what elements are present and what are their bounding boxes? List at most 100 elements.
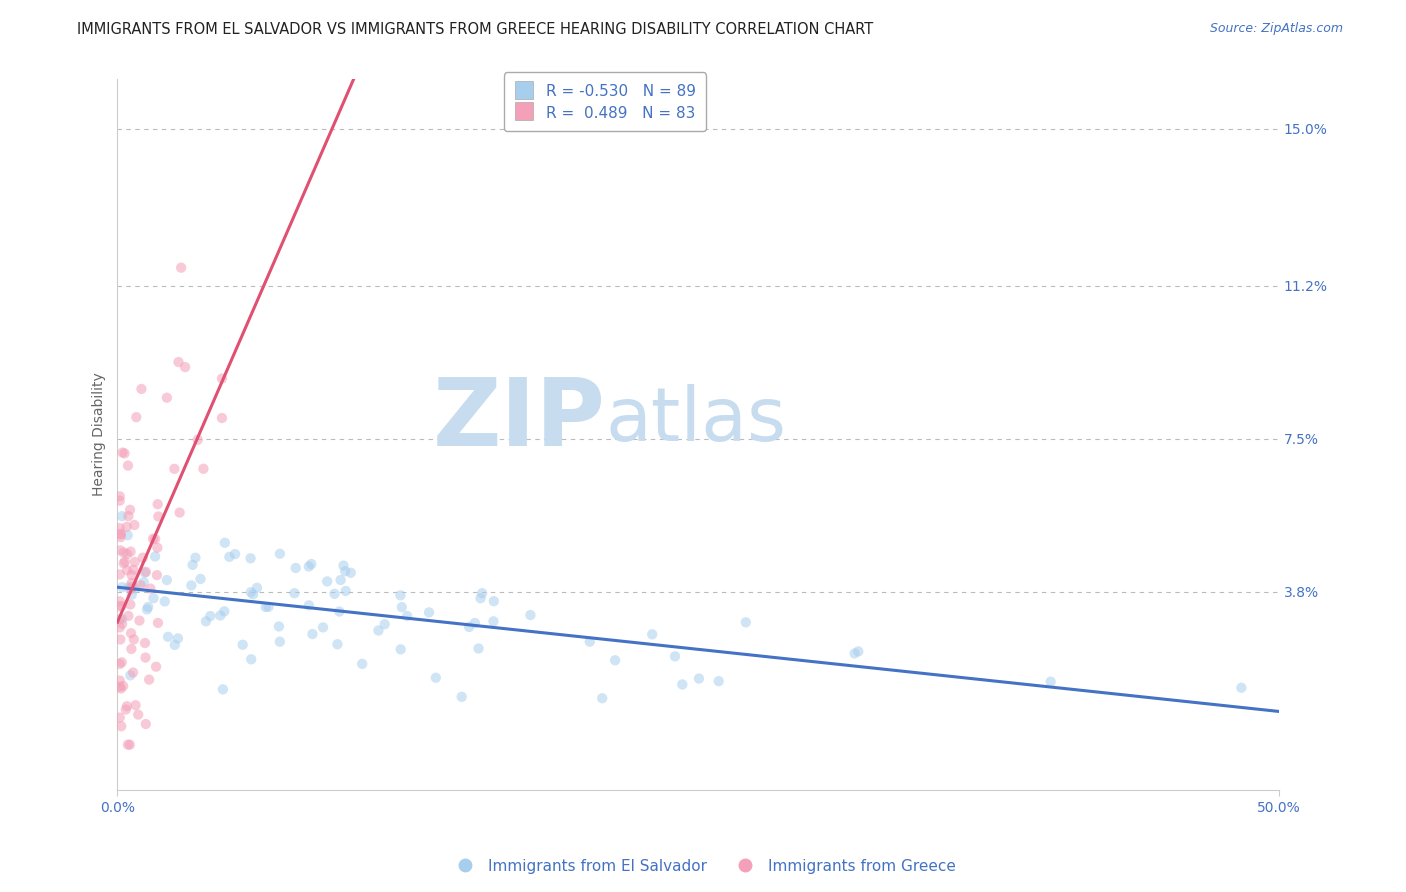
Point [125, 410, 148, 425]
Point [114, 702, 136, 716]
Point [121, 580, 143, 594]
Point [134, 636, 156, 650]
Point [214, 604, 236, 618]
Point [112, 557, 135, 571]
Point [298, 559, 321, 574]
Point [326, 637, 349, 651]
Point [136, 602, 159, 616]
Point [110, 543, 132, 558]
Point [111, 655, 134, 669]
Point [482, 615, 505, 629]
Point [146, 541, 169, 555]
Point [120, 626, 142, 640]
Text: IMMIGRANTS FROM EL SALVADOR VS IMMIGRANTS FROM GREECE HEARING DISABILITY CORRELA: IMMIGRANTS FROM EL SALVADOR VS IMMIGRANT… [77, 22, 873, 37]
Point [157, 630, 180, 644]
Point [110, 526, 132, 541]
Point [120, 503, 142, 517]
Point [578, 634, 600, 648]
Point [163, 462, 186, 476]
Point [108, 489, 131, 503]
Point [312, 620, 335, 634]
Point [214, 535, 236, 549]
Point [127, 707, 149, 722]
Point [332, 558, 354, 573]
Point [121, 568, 143, 582]
Point [124, 518, 146, 533]
Point [108, 673, 131, 688]
Point [298, 599, 321, 613]
Point [194, 615, 217, 629]
Point [391, 600, 413, 615]
Point [211, 371, 233, 385]
Point [664, 649, 686, 664]
Point [111, 445, 134, 459]
Point [239, 551, 262, 566]
Point [641, 627, 664, 641]
Point [470, 591, 492, 606]
Point [688, 672, 710, 686]
Point [193, 462, 215, 476]
Point [146, 568, 169, 582]
Point [135, 565, 157, 579]
Point [211, 411, 233, 425]
Point [112, 679, 135, 693]
Point [467, 641, 489, 656]
Point [111, 509, 134, 524]
Point [146, 615, 169, 630]
Point [128, 614, 150, 628]
Point [121, 575, 143, 590]
Point [374, 617, 396, 632]
Point [846, 644, 869, 658]
Point [471, 586, 494, 600]
Point [132, 575, 155, 590]
Point [117, 608, 139, 623]
Point [115, 520, 138, 534]
Point [108, 620, 131, 634]
Point [134, 566, 156, 580]
Text: ZIP: ZIP [433, 375, 605, 467]
Point [169, 506, 191, 520]
Point [108, 521, 131, 535]
Point [118, 738, 141, 752]
Point [114, 446, 136, 460]
Point [335, 564, 357, 578]
Point [120, 642, 142, 657]
Point [108, 657, 131, 671]
Point [734, 615, 756, 630]
Point [132, 550, 155, 565]
Point [110, 530, 132, 544]
Point [254, 599, 277, 614]
Point [124, 581, 146, 595]
Point [339, 566, 361, 580]
Point [181, 558, 204, 572]
Point [167, 632, 190, 646]
Point [120, 598, 142, 612]
Point [180, 578, 202, 592]
Point [240, 652, 263, 666]
Point [117, 458, 139, 473]
Point [120, 544, 142, 558]
Point [110, 681, 132, 696]
Point [212, 682, 235, 697]
Point [118, 580, 141, 594]
Point [352, 657, 374, 671]
Point [135, 717, 157, 731]
Point [110, 599, 132, 613]
Point [110, 527, 132, 541]
Point [163, 638, 186, 652]
Point [328, 605, 350, 619]
Point [108, 612, 131, 626]
Point [122, 563, 145, 577]
Point [190, 572, 212, 586]
Point [139, 582, 162, 596]
Text: atlas: atlas [605, 384, 786, 457]
Point [267, 619, 290, 633]
Point [174, 360, 197, 375]
Point [167, 355, 190, 369]
Text: Source: ZipAtlas.com: Source: ZipAtlas.com [1209, 22, 1343, 36]
Point [117, 509, 139, 524]
Point [108, 710, 131, 724]
Point [117, 547, 139, 561]
Point [136, 599, 159, 614]
Point [450, 690, 472, 704]
